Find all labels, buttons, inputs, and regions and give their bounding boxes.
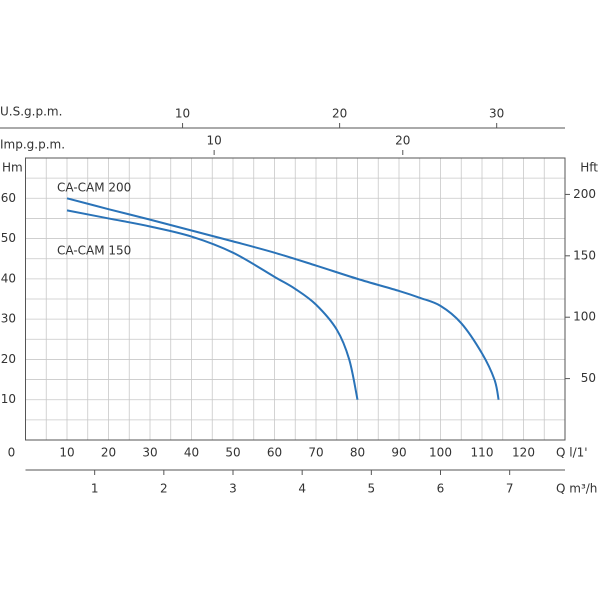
x-tick-label: 0 — [8, 446, 16, 460]
y2-tick-label: 150 — [573, 248, 596, 262]
x-tick-label: 40 — [184, 446, 199, 460]
y2-tick-label: 200 — [573, 187, 596, 201]
x-tick-label: 100 — [429, 446, 452, 460]
top-tick-label: 10 — [206, 134, 221, 148]
y-tick-label: 20 — [1, 352, 16, 366]
y-tick-label: 10 — [1, 392, 16, 406]
curve — [66, 197, 500, 400]
top-axis-label: U.S.g.p.m. — [0, 105, 62, 119]
y-axis-label: Hm — [2, 161, 23, 175]
x2-tick-label: 3 — [229, 482, 237, 496]
top-axis-label: Imp.g.p.m. — [0, 138, 65, 152]
plot-frame — [25, 157, 566, 441]
x2-axis-label: Q m³/h — [556, 482, 597, 496]
x-tick-label: 120 — [512, 446, 535, 460]
x-tick-label: 80 — [350, 446, 365, 460]
x2-tick-label: 5 — [368, 482, 376, 496]
x-tick-label: 110 — [471, 446, 494, 460]
y-tick-label: 30 — [1, 312, 16, 326]
y-tick-label: 60 — [1, 191, 16, 205]
x2-tick-label: 2 — [160, 482, 168, 496]
x2-tick-label: 6 — [437, 482, 445, 496]
x-tick-label: 30 — [142, 446, 157, 460]
x-axis-label: Q l/1' — [556, 446, 588, 460]
curve — [66, 209, 359, 400]
x-tick-label: 70 — [308, 446, 323, 460]
top-tick-label: 20 — [395, 134, 410, 148]
top-tick-label: 10 — [175, 107, 190, 121]
series-label: CA-CAM 200 — [57, 181, 131, 195]
top-tick-label: 20 — [332, 107, 347, 121]
x-tick-label: 60 — [267, 446, 282, 460]
y2-axis-label: Hft — [580, 161, 598, 175]
y2-tick-label: 50 — [581, 371, 596, 385]
x-tick-label: 10 — [59, 446, 74, 460]
x-tick-label: 90 — [391, 446, 406, 460]
y-tick-label: 50 — [1, 231, 16, 245]
x2-tick-label: 7 — [506, 482, 514, 496]
x2-tick-label: 4 — [298, 482, 306, 496]
series-label: CA-CAM 150 — [57, 244, 131, 258]
x-tick-label: 20 — [101, 446, 116, 460]
y-tick-label: 40 — [1, 271, 16, 285]
top-tick-label: 30 — [489, 107, 504, 121]
x2-tick-label: 1 — [91, 482, 99, 496]
y2-tick-label: 100 — [573, 310, 596, 324]
x-tick-label: 50 — [225, 446, 240, 460]
